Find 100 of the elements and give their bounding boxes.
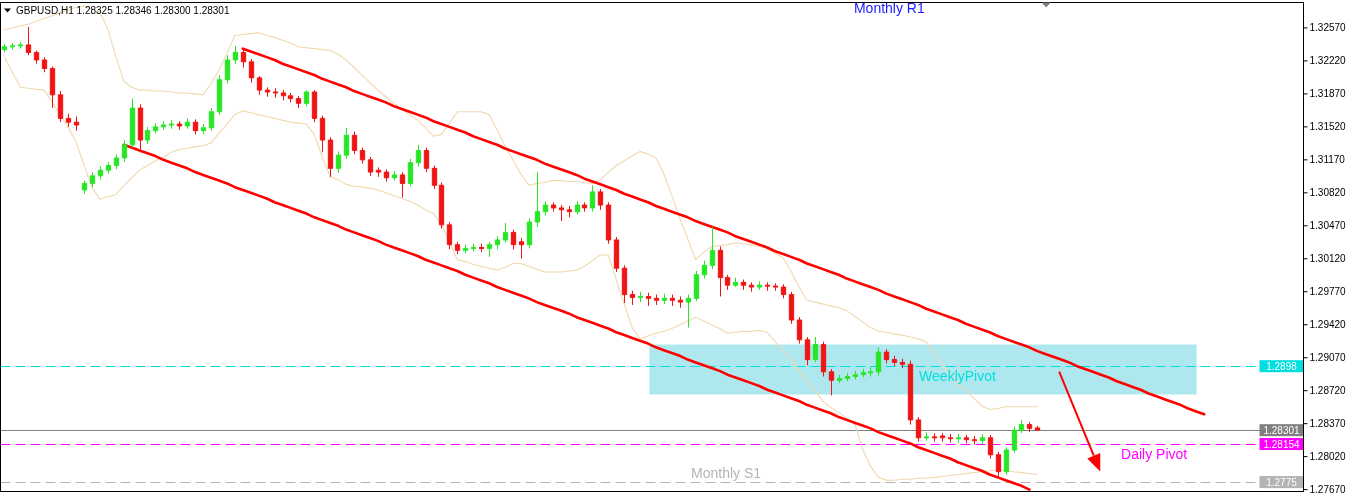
candlestick (232, 45, 239, 65)
candlestick (1018, 419, 1025, 434)
candlestick (955, 433, 962, 444)
y-tick-label: 1.32570 (1309, 22, 1347, 34)
candlestick (788, 291, 795, 325)
candlestick (343, 127, 350, 160)
annotation: 1.28301 (1263, 424, 1301, 436)
candlestick (303, 89, 310, 107)
candlestick (462, 244, 469, 254)
candlestick (772, 282, 779, 292)
ref-line-label: WeeklyPivot (919, 368, 996, 385)
candlestick (685, 294, 692, 329)
candlestick (272, 87, 279, 99)
candlestick (542, 200, 549, 216)
candlestick (1003, 446, 1010, 476)
candlestick (399, 171, 406, 199)
candlestick (566, 205, 573, 218)
candlestick (446, 221, 453, 250)
candlestick (200, 123, 207, 135)
line-series (3, 5, 1038, 411)
candlestick (438, 181, 445, 230)
y-tick-label: 1.30820 (1309, 187, 1347, 199)
y-tick-label: 1.31870 (1309, 88, 1347, 100)
candlestick (121, 139, 128, 163)
candlestick (407, 158, 414, 187)
y-tick-label: 1.28720 (1309, 385, 1347, 397)
candlestick (764, 281, 771, 292)
candlestick (534, 171, 541, 228)
candlestick (717, 246, 724, 297)
y-tick-label: 1.28370 (1309, 418, 1347, 430)
candlestick (709, 226, 716, 270)
candlestick (621, 264, 628, 304)
candlestick (558, 204, 565, 222)
candlestick (17, 41, 24, 50)
candlestick (589, 184, 596, 213)
candlestick (947, 433, 954, 444)
candlestick (510, 229, 517, 250)
candlestick (701, 260, 708, 280)
candlestick (319, 115, 326, 153)
candlestick (979, 433, 986, 445)
candlestick (65, 113, 72, 128)
candlestick (1011, 425, 1018, 454)
candlestick (915, 416, 922, 443)
ref-line-label: Monthly S1 (691, 465, 762, 482)
y-tick-label: 1.31520 (1309, 121, 1347, 133)
candlestick (669, 294, 676, 307)
y-tick-label: 1.32220 (1309, 55, 1347, 67)
candlestick (470, 243, 477, 252)
annotation: 1.2898 (1266, 360, 1298, 372)
candlestick (359, 147, 366, 165)
candlestick (152, 122, 159, 134)
candlestick (264, 86, 271, 98)
y-tick-label: 1.29420 (1309, 319, 1347, 331)
candlestick (208, 107, 215, 132)
candlestick (81, 180, 88, 195)
candlestick (581, 201, 588, 213)
candlestick (860, 368, 867, 378)
annotation: 1.28154 (1263, 438, 1301, 450)
candlestick (192, 118, 199, 135)
candlestick (844, 372, 851, 382)
candlestick (256, 75, 263, 96)
candlestick (740, 279, 747, 291)
annotation: 1.2775 (1266, 476, 1298, 488)
candlestick (184, 117, 191, 130)
candlestick (1026, 421, 1033, 433)
y-tick-label: 1.28020 (1309, 451, 1347, 463)
candlestick (677, 295, 684, 309)
candlestick (987, 434, 994, 460)
candlestick (375, 166, 382, 178)
candlestick (1, 43, 8, 53)
candlestick (605, 201, 612, 245)
candlestick (176, 120, 183, 131)
candlestick (224, 54, 231, 85)
candlestick (383, 168, 390, 183)
candlestick (423, 147, 430, 173)
candlestick (248, 58, 255, 84)
candlestick (653, 294, 660, 306)
y-tick-label: 1.29770 (1309, 286, 1347, 298)
candlestick (597, 188, 604, 211)
candlestick (295, 95, 302, 109)
candlestick (454, 241, 461, 255)
candlestick (351, 131, 358, 155)
y-tick-label: 1.29070 (1309, 352, 1347, 364)
candlestick (526, 217, 533, 249)
candlestick (33, 50, 40, 65)
candlestick (494, 235, 501, 250)
candlestick (216, 74, 223, 116)
candlestick (287, 92, 294, 103)
candlestick (113, 153, 120, 170)
candlestick (367, 156, 374, 177)
candlestick (645, 292, 652, 307)
chart-title: GBPUSD,H1 1.28325 1.28346 1.28300 1.28301 (16, 5, 230, 16)
candlestick (168, 119, 175, 130)
candlestick (732, 277, 739, 288)
candlestick (73, 116, 80, 132)
candlestick (9, 42, 16, 51)
candlestick (478, 243, 485, 253)
candlestick (637, 291, 644, 303)
candlestick (129, 98, 136, 149)
line-series (241, 47, 1206, 416)
